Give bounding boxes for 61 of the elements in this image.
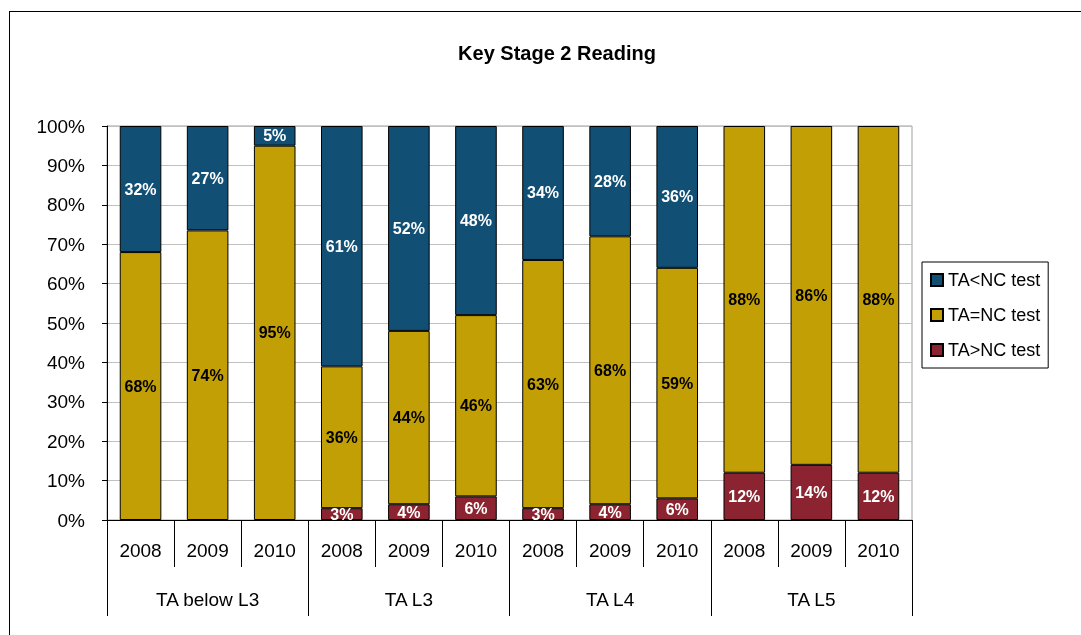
data-label: 6% [464, 499, 488, 517]
y-tick-label: 100% [36, 115, 86, 137]
data-label: 44% [392, 409, 425, 427]
legend-label: TA>NC test [948, 340, 1041, 360]
y-tick-label: 50% [46, 312, 86, 334]
chart-title: Key Stage 2 Reading [458, 42, 656, 64]
y-tick-label: 40% [46, 351, 86, 373]
data-label: 95% [258, 324, 291, 342]
data-label: 68% [594, 361, 627, 379]
data-label: 68% [124, 377, 157, 395]
x-tick-label: 2010 [253, 540, 296, 561]
x-tick-label: 2008 [521, 540, 565, 561]
x-tick-label: 2009 [387, 540, 431, 561]
y-tick-label: 30% [46, 391, 86, 413]
data-label: 4% [397, 503, 421, 521]
data-label: 86% [795, 286, 828, 304]
y-tick-label: 60% [46, 273, 86, 295]
y-tick-label: 90% [46, 154, 86, 176]
text: TA L5 [787, 589, 836, 610]
data-label: 28% [594, 172, 627, 190]
x-tick-label: 2010 [857, 540, 900, 561]
text: TA L3 [384, 589, 433, 610]
data-label: 6% [665, 500, 689, 518]
data-label: 3% [330, 505, 354, 523]
y-tick-label: 0% [57, 509, 86, 531]
data-label: 36% [661, 188, 694, 206]
x-tick-label: 2010 [454, 540, 498, 561]
data-label: 32% [124, 180, 157, 198]
y-tick-label: 70% [46, 233, 86, 255]
x-tick-label: 2008 [320, 540, 363, 561]
data-label: 12% [728, 487, 761, 505]
data-label: 3% [531, 505, 555, 523]
data-label: 59% [661, 374, 694, 392]
data-label: 4% [598, 503, 622, 521]
y-tick-label: 10% [46, 470, 86, 492]
data-label: 63% [527, 375, 560, 393]
data-label: 14% [795, 483, 828, 501]
x-tick-label: 2009 [588, 540, 632, 561]
data-label: 46% [459, 397, 492, 415]
data-label: 34% [527, 184, 560, 202]
text: TA L4 [586, 589, 635, 610]
data-label: 48% [459, 212, 492, 230]
x-tick-label: 2009 [790, 540, 833, 561]
x-tick-label: 2008 [119, 540, 162, 561]
legend-label: TA=NC test [948, 305, 1041, 325]
x-tick-label: 2009 [186, 540, 229, 561]
data-label: 52% [392, 219, 425, 237]
legend-label: TA<NC test [948, 270, 1041, 290]
data-label: 36% [325, 428, 358, 446]
data-label: 12% [862, 487, 895, 505]
data-label: 61% [325, 237, 358, 255]
data-label: 74% [191, 366, 224, 384]
data-label: 88% [862, 290, 895, 308]
data-label: 88% [728, 290, 761, 308]
data-label: 27% [191, 169, 224, 187]
text: TA below L3 [156, 589, 260, 610]
data-label: 5% [263, 127, 287, 145]
y-tick-label: 80% [46, 194, 86, 216]
y-tick-label: 20% [46, 430, 86, 452]
x-tick-label: 2010 [656, 540, 699, 561]
x-tick-label: 2008 [723, 540, 766, 561]
